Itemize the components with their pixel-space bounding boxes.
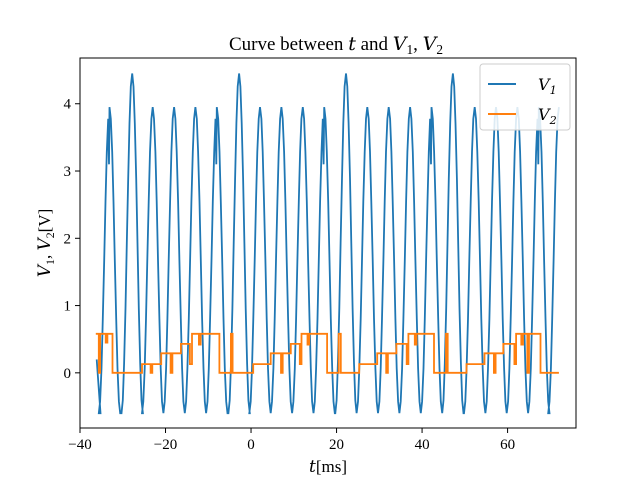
y-tick-label: 4 — [64, 97, 72, 113]
y-tick-label: 2 — [64, 231, 72, 247]
series-v2-line — [95, 332, 559, 374]
series-v1-line — [95, 73, 560, 415]
x-axis-label: t[ms] — [309, 457, 347, 477]
x-tick-label: 40 — [415, 437, 430, 453]
x-tick-label: −40 — [68, 437, 91, 453]
y-tick-label: 1 — [64, 299, 72, 315]
x-tick-label: 60 — [500, 437, 515, 453]
y-axis-ticks: 0 1 2 3 4 — [64, 97, 80, 382]
legend-label-v1: V1 — [538, 75, 557, 97]
x-tick-label: 0 — [247, 437, 255, 453]
legend-label-v2: V2 — [538, 105, 557, 127]
y-tick-label: 0 — [64, 366, 72, 382]
x-tick-label: 20 — [329, 437, 344, 453]
plot-area — [95, 73, 560, 415]
x-axis-ticks: −40 −20 0 20 40 60 — [68, 428, 515, 453]
chart-title: Curve between t and V1, V2 — [229, 33, 443, 57]
x-tick-label: −20 — [154, 437, 177, 453]
y-axis-label: V1, V2[V] — [35, 209, 57, 278]
y-tick-label: 3 — [64, 164, 72, 180]
axes-frame — [79, 57, 577, 429]
